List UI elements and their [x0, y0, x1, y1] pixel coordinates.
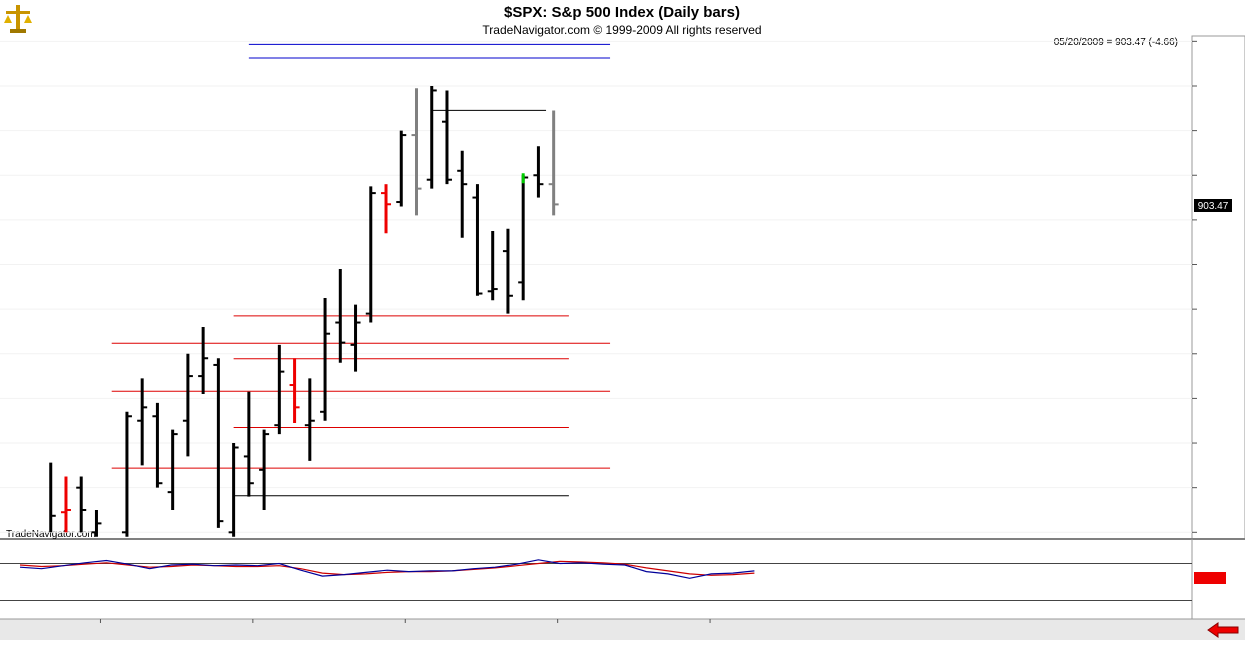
- ohlc-bar: [152, 402, 163, 488]
- ohlc-bar: [335, 268, 346, 363]
- ohlc-bar: [457, 150, 468, 238]
- ohlc-bar: [137, 378, 148, 466]
- ohlc-bar: [289, 358, 300, 423]
- ohlc-bar: [411, 88, 422, 216]
- price-levels: [111, 43, 611, 497]
- ohlc-bar: [198, 326, 209, 394]
- price-axis: [1192, 40, 1197, 533]
- last-price-label: 903.47: [1198, 201, 1229, 212]
- ohlc-bar: [167, 429, 178, 510]
- stoch-series-line: [19, 559, 755, 579]
- date-axis: [99, 619, 711, 623]
- scales-logo-icon: [4, 5, 32, 33]
- price-axis-pane: [1191, 35, 1245, 540]
- ohlc-bar: [243, 391, 254, 497]
- ohlc-bar: [441, 90, 452, 185]
- ohlc-bar: [533, 146, 544, 198]
- ohlc-bar: [502, 228, 513, 314]
- ohlc-bar: [304, 378, 315, 461]
- ohlc-bar: [259, 429, 270, 510]
- ohlc-bar: [121, 411, 132, 537]
- ohlc-bar: [76, 476, 87, 533]
- chart-title: $SPX: S&p 500 Index (Daily bars): [504, 4, 740, 21]
- ohlc-bar: [487, 231, 498, 301]
- ohlc-bar: [228, 443, 239, 537]
- ohlc-bar: [320, 297, 331, 421]
- ohlc-bar: [365, 186, 376, 323]
- chart-subtitle: TradeNavigator.com © 1999-2009 All right…: [482, 23, 761, 37]
- ohlc-bar: [91, 509, 102, 537]
- last-price-box: [1194, 199, 1232, 212]
- stochastic-pane: [0, 559, 1226, 601]
- ohlc-bar: [274, 344, 285, 435]
- ohlc-bar: [548, 110, 559, 216]
- price-gridlines: [0, 40, 1192, 533]
- ohlc-bar: [213, 358, 224, 528]
- stoch-series-line: [19, 560, 755, 576]
- scroll-right-arrow-icon[interactable]: [1207, 622, 1239, 638]
- date-axis-band: [0, 619, 1245, 640]
- quote-readout: 05/20/2009 = 903.47 (-4.66): [1054, 37, 1178, 48]
- ohlc-bar: [426, 85, 437, 189]
- ohlc-bar: [49, 462, 56, 533]
- ohlc-bar: [350, 304, 361, 372]
- ohlc-bar: [381, 184, 392, 234]
- stoch-last-box: [1194, 572, 1226, 584]
- price-pane: [0, 36, 1192, 539]
- ohlc-bar: [518, 173, 529, 301]
- ohlc-bar: [182, 353, 193, 457]
- ohlc-bar: [472, 184, 483, 296]
- ohlc-bar: [60, 476, 71, 533]
- ohlc-bar: [396, 130, 407, 207]
- watermark: TradeNavigator.com: [6, 529, 96, 540]
- ohlc-bars: [49, 85, 559, 537]
